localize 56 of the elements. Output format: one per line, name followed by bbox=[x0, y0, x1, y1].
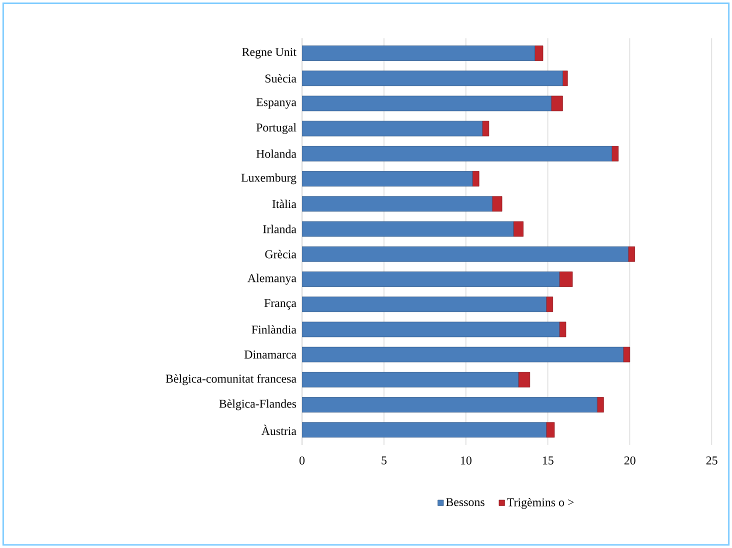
y-tick-label: Regne Unit bbox=[242, 48, 296, 58]
x-tick-label: 5 bbox=[382, 456, 387, 464]
bar bbox=[302, 120, 483, 136]
bar bbox=[302, 45, 535, 61]
bar bbox=[534, 45, 544, 61]
y-tick-label: Grècia bbox=[265, 250, 296, 258]
bar bbox=[612, 146, 619, 162]
bar bbox=[302, 372, 519, 388]
bar bbox=[623, 346, 630, 362]
bar bbox=[302, 346, 624, 362]
y-tick-label: Luxemburg bbox=[241, 173, 296, 184]
bar bbox=[302, 171, 473, 186]
bar bbox=[628, 246, 635, 262]
x-tick-label: 0 bbox=[300, 456, 305, 464]
y-tick-label: Bèlgica-comunitat francesa bbox=[166, 374, 296, 386]
y-tick-label: França bbox=[264, 299, 296, 310]
bar bbox=[302, 221, 514, 237]
legend-label: Bessons bbox=[446, 498, 484, 506]
bar bbox=[302, 271, 560, 287]
bar bbox=[302, 397, 598, 412]
bar bbox=[550, 96, 563, 112]
bar bbox=[302, 196, 492, 212]
y-tick-label: Portugal bbox=[256, 123, 296, 134]
y-tick-label: Alemanya bbox=[248, 274, 296, 285]
y-tick-label: Finlàndia bbox=[252, 325, 296, 334]
y-tick-label: Irlanda bbox=[263, 224, 296, 234]
y-tick-label: Bèlgica-Flandes bbox=[219, 399, 296, 410]
x-tick-label: 25 bbox=[706, 456, 718, 464]
legend-label: Trigèmins o > bbox=[507, 498, 574, 509]
bar bbox=[596, 397, 604, 412]
x-tick-label: 15 bbox=[542, 456, 554, 464]
y-tick-label: Dinamarca bbox=[244, 350, 296, 359]
bar bbox=[472, 171, 480, 186]
bar bbox=[302, 70, 563, 86]
y-tick-label: Suècia bbox=[265, 74, 296, 83]
bar bbox=[492, 196, 502, 212]
y-tick-label: Itàlia bbox=[272, 200, 296, 208]
bar bbox=[559, 322, 566, 338]
bar bbox=[562, 70, 568, 86]
bar bbox=[302, 422, 546, 438]
bar bbox=[302, 296, 546, 312]
bar bbox=[559, 271, 573, 287]
y-tick-label: Holanda bbox=[256, 149, 296, 158]
x-tick-label: 20 bbox=[624, 456, 636, 464]
bar bbox=[482, 120, 490, 136]
bar bbox=[302, 322, 560, 338]
bar bbox=[546, 296, 554, 312]
bar bbox=[518, 372, 530, 388]
bar bbox=[513, 221, 524, 237]
x-tick-label: 10 bbox=[461, 456, 472, 464]
y-tick-label: Espanya bbox=[256, 98, 296, 109]
bar bbox=[302, 246, 628, 262]
bar bbox=[546, 422, 555, 438]
bar bbox=[302, 96, 552, 112]
bar bbox=[302, 146, 612, 162]
y-tick-label: Àustria bbox=[261, 424, 296, 436]
